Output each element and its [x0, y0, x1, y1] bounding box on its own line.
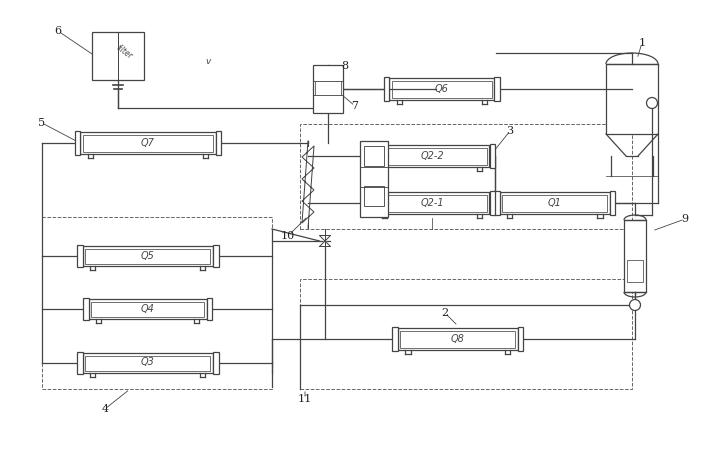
Bar — [313, 65, 343, 113]
Bar — [400, 331, 515, 348]
Bar — [85, 248, 210, 264]
Text: Q7: Q7 — [141, 137, 155, 148]
Text: Q2-1: Q2-1 — [420, 197, 444, 207]
Bar — [369, 144, 374, 168]
Bar — [300, 279, 632, 389]
Bar — [207, 298, 213, 320]
Bar — [85, 355, 210, 371]
Bar — [627, 260, 643, 282]
Text: Q1: Q1 — [548, 197, 562, 207]
Bar — [364, 186, 384, 206]
Bar — [392, 81, 492, 97]
Bar — [624, 220, 646, 292]
Text: Q8: Q8 — [451, 333, 465, 343]
Bar — [494, 191, 500, 215]
Bar — [83, 135, 213, 152]
Circle shape — [646, 97, 657, 108]
Bar — [389, 78, 494, 100]
Bar — [494, 77, 500, 101]
Polygon shape — [320, 236, 331, 247]
Text: 1: 1 — [638, 38, 646, 48]
Bar — [77, 245, 83, 267]
Bar — [377, 148, 487, 165]
Bar — [83, 246, 213, 266]
Text: 3: 3 — [507, 126, 513, 136]
Bar — [42, 217, 272, 389]
Text: Q3: Q3 — [141, 357, 155, 367]
Bar — [92, 32, 144, 80]
Bar — [81, 132, 215, 154]
Bar — [75, 131, 81, 155]
Bar — [369, 191, 374, 215]
Bar — [315, 81, 341, 95]
Bar — [213, 352, 218, 374]
Text: 8: 8 — [341, 61, 349, 71]
Bar — [374, 192, 489, 214]
Text: v: v — [205, 57, 210, 65]
Bar — [92, 301, 205, 317]
Text: Q4: Q4 — [141, 303, 155, 313]
Bar — [489, 191, 495, 215]
Text: 11: 11 — [298, 394, 312, 404]
Circle shape — [630, 300, 641, 311]
Bar — [500, 192, 610, 214]
Text: Q5: Q5 — [141, 250, 155, 260]
Bar — [77, 352, 83, 374]
Bar — [377, 195, 487, 212]
Text: 5: 5 — [39, 118, 46, 128]
Bar — [606, 64, 658, 134]
Bar — [213, 245, 218, 267]
Bar — [89, 299, 207, 319]
Text: 6: 6 — [55, 26, 62, 36]
Text: 2: 2 — [441, 308, 448, 318]
Bar — [84, 298, 89, 320]
Text: filter: filter — [114, 43, 134, 61]
Bar — [398, 328, 518, 350]
Bar — [518, 327, 523, 351]
Bar — [300, 124, 632, 229]
Text: 10: 10 — [281, 231, 295, 241]
Bar — [502, 195, 607, 212]
Bar — [364, 146, 384, 166]
Bar — [384, 77, 389, 101]
Bar — [489, 144, 495, 168]
Text: 7: 7 — [352, 101, 358, 111]
Bar — [374, 145, 489, 167]
Bar — [215, 131, 221, 155]
Text: Q2-2: Q2-2 — [420, 150, 444, 160]
Bar — [610, 191, 615, 215]
Bar — [392, 327, 398, 351]
Bar — [83, 353, 213, 373]
Bar — [360, 141, 388, 217]
Text: Q6: Q6 — [435, 83, 449, 94]
Text: 9: 9 — [681, 214, 689, 224]
Text: 4: 4 — [101, 404, 108, 414]
